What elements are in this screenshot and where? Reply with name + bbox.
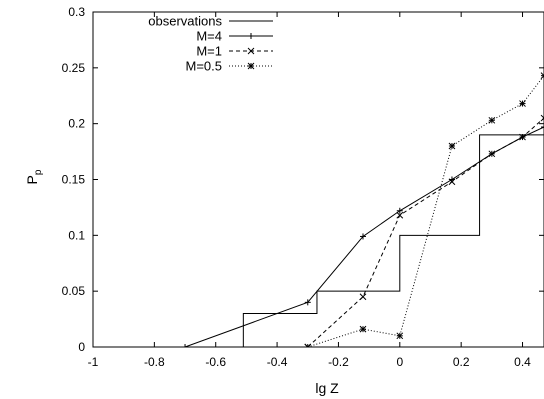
legend-label: M=1	[196, 44, 222, 59]
plot-frame	[92, 11, 544, 348]
data-point-m-1	[448, 178, 456, 186]
series-m-1	[304, 114, 544, 347]
x-tick-label: 0.2	[453, 355, 470, 369]
legend-label: M=0.5	[186, 59, 223, 74]
legend-item-m-0-5: M=0.5	[186, 59, 273, 74]
series-m-4	[182, 124, 544, 347]
data-point-m-0-5	[540, 72, 544, 80]
data-point-m-0-5	[488, 116, 496, 124]
x-axis-label: lg Z	[315, 380, 339, 396]
legend-label: observations	[148, 14, 222, 29]
y-axis-label: Pp	[24, 169, 44, 184]
y-axis-ticks: 0 0.05 0.1 0.15 0.2 0.25 0.3	[62, 5, 544, 354]
data-point-m-0-5	[359, 325, 367, 333]
data-point-m-4	[304, 299, 311, 306]
legend-item-m-1: M=1	[196, 44, 273, 59]
legend-label: M=4	[196, 29, 222, 44]
series-line-m-4	[184, 126, 544, 347]
data-point-m-0-5	[304, 343, 312, 347]
legend-item-m-4: M=4	[196, 29, 273, 44]
x-tick-label: -1	[88, 355, 99, 369]
y-tick-label: 0.25	[62, 61, 86, 75]
y-axis-label-subscript: p	[33, 169, 44, 175]
x-tick-label: -0.4	[267, 355, 288, 369]
y-tick-label: 0.05	[62, 284, 86, 298]
series-line-m-1	[307, 117, 544, 347]
legend-marker	[248, 33, 254, 39]
x-axis-ticks: -1 -0.8 -0.6 -0.4 -0.2 0 0.2 0.4	[88, 12, 531, 369]
x-tick-label: -0.6	[205, 355, 226, 369]
series-line-m-0-5	[307, 75, 544, 347]
data-point-m-0-5	[448, 142, 456, 150]
x-tick-label: 0.4	[514, 355, 531, 369]
data-point-m-1	[519, 133, 526, 141]
data-point-m-4	[541, 124, 544, 131]
y-tick-label: 0.3	[68, 5, 85, 19]
x-tick-label: -0.8	[144, 355, 165, 369]
y-tick-label: 0.15	[62, 173, 86, 187]
data-point-m-0-5	[396, 332, 404, 340]
data-point-m-4	[396, 207, 403, 214]
y-axis-label-main: P	[24, 175, 40, 184]
y-tick-label: 0.2	[68, 117, 85, 131]
series-line-observations	[185, 134, 544, 347]
series-m-0-5	[304, 72, 544, 347]
series-observations	[185, 134, 544, 347]
legend-marker	[247, 62, 255, 70]
y-tick-label: 0	[78, 340, 85, 354]
x-tick-label: -0.2	[328, 355, 349, 369]
data-point-m-0-5	[519, 100, 526, 107]
data-point-m-4	[182, 344, 189, 347]
data-point-m-4	[359, 233, 366, 240]
legend-marker	[247, 47, 255, 55]
data-point-m-1	[540, 114, 544, 122]
data-point-m-1	[396, 211, 404, 219]
series-layer	[182, 72, 544, 347]
x-tick-label: 0	[396, 355, 403, 369]
y-tick-label: 0.1	[68, 228, 85, 242]
data-point-m-1	[488, 150, 496, 158]
data-point-m-1	[359, 293, 367, 301]
legend-item-observations: observations	[148, 14, 273, 29]
